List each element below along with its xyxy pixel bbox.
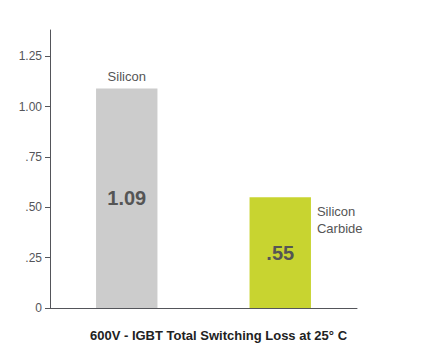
svg-text:1.09: 1.09 (107, 187, 146, 209)
svg-text:Silicon: Silicon (108, 69, 146, 84)
svg-text:Carbide: Carbide (317, 221, 363, 236)
svg-text:600V - IGBT Total Switching Lo: 600V - IGBT Total Switching Loss at 25° … (90, 328, 348, 343)
svg-text:.55: .55 (266, 242, 294, 264)
svg-text:.25: .25 (25, 251, 42, 265)
svg-text:1.00: 1.00 (19, 100, 43, 114)
svg-text:Silicon: Silicon (317, 204, 355, 219)
svg-text:.75: .75 (25, 150, 42, 164)
svg-text:.50: .50 (25, 200, 42, 214)
svg-text:1.25: 1.25 (19, 49, 43, 63)
svg-text:0: 0 (35, 301, 42, 315)
